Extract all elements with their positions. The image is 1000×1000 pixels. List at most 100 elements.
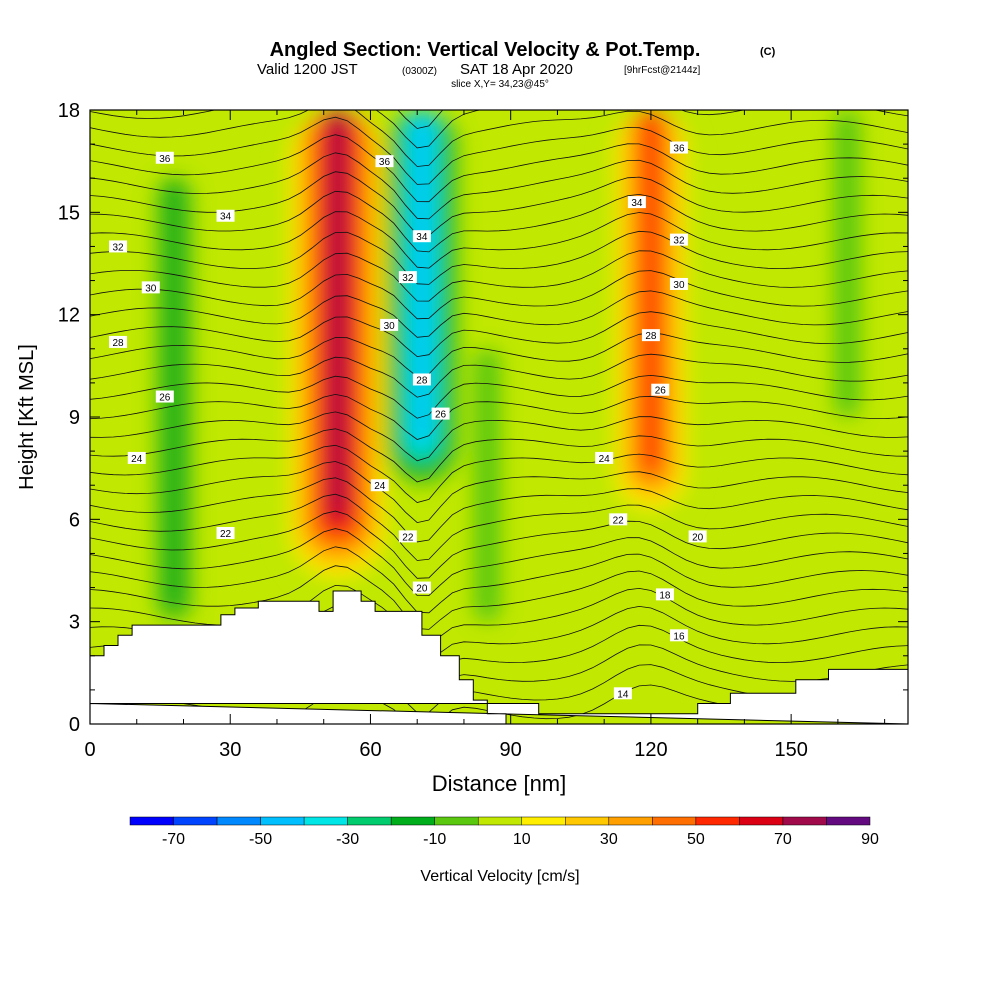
valid-time-d: [9hrFcst@2144z] — [624, 65, 701, 76]
isentrope-label-text: 34 — [416, 232, 428, 243]
colorbar-tick-label: 30 — [600, 831, 618, 848]
x-tick-label: 90 — [500, 739, 522, 761]
isentrope-lines — [90, 110, 908, 724]
isentrope-label-text: 26 — [655, 386, 667, 397]
isentrope-label-bg — [613, 687, 632, 700]
isentrope-line — [90, 270, 908, 320]
isentrope-label-text: 24 — [599, 454, 611, 465]
isentrope-label-bg — [375, 155, 394, 168]
isentrope-label: 36 — [669, 141, 688, 155]
y-tick-label: 0 — [69, 714, 80, 736]
colorbar-swatch — [521, 816, 566, 826]
x-tick-label: 120 — [634, 739, 667, 761]
velocity-band — [643, 110, 659, 470]
x-tick-label: 60 — [359, 739, 381, 761]
isentrope-line — [90, 332, 908, 378]
colorbar-swatch — [695, 816, 740, 826]
isentrope-label-text: 20 — [692, 532, 704, 543]
isentrope-line — [90, 444, 908, 503]
isentrope-label-bg — [412, 373, 431, 386]
colorbar-tick-label: -70 — [162, 831, 185, 848]
velocity-band — [330, 110, 345, 518]
isentrope-label: 18 — [655, 588, 674, 601]
colorbar-swatch — [739, 816, 784, 826]
colorbar-swatch — [347, 816, 392, 826]
chart-title-units: (C) — [760, 46, 776, 58]
colorbar-swatch — [260, 816, 305, 826]
isentrope-label: 14 — [613, 687, 632, 700]
isentrope-label: 20 — [688, 530, 707, 543]
isentrope-label-bg — [412, 581, 431, 594]
isentrope-label-bg — [641, 329, 660, 342]
isentrope-label-bg — [216, 209, 235, 222]
isentrope-line — [90, 461, 908, 524]
y-tick-label: 9 — [69, 407, 80, 429]
isentrope-label-text: 32 — [673, 236, 685, 247]
velocity-band — [834, 110, 861, 417]
velocity-field-layer — [155, 110, 861, 622]
colorbar-label: Vertical Velocity [cm/s] — [420, 868, 579, 885]
isentrope-line — [90, 110, 908, 167]
isentrope-label-bg — [370, 479, 389, 492]
terrain-mask — [90, 590, 908, 724]
isentrope-label-text: 18 — [659, 590, 671, 601]
isentrope-line — [90, 546, 908, 614]
isentrope-label-text: 32 — [112, 242, 124, 253]
x-tick-label: 150 — [774, 739, 807, 761]
isentrope-line — [90, 190, 908, 253]
isentrope-label-bg — [688, 530, 707, 543]
colorbar-swatch — [434, 816, 479, 826]
isentrope-label-text: 30 — [673, 280, 685, 291]
isentrope-label-text: 22 — [220, 529, 232, 540]
colorbar-tick-label: -50 — [249, 831, 272, 848]
plot-area: 36 36 36 34 34 34 32 32 32 30 30 30 28 28 28 26 26 26 24 24… — [90, 110, 908, 724]
colorbar-tick-label: 90 — [861, 831, 879, 848]
isentrope-label-bg — [669, 277, 688, 290]
isentrope-label-text: 34 — [631, 198, 643, 209]
isentrope-label-bg — [127, 451, 146, 464]
isentrope-label-bg — [398, 530, 417, 543]
isentrope-line — [90, 250, 908, 302]
isentrope-label-bg — [109, 240, 128, 253]
isentrope-label-bg — [669, 629, 688, 642]
colorbar: -70 -50 -30 -10 10 30 50 70 90 — [129, 816, 879, 848]
isentrope-label-text: 22 — [613, 515, 625, 526]
isentrope-label-bg — [216, 526, 235, 539]
isentrope-line — [90, 353, 908, 398]
isentrope-label: 32 — [669, 233, 688, 247]
isentrope-label-bg — [627, 196, 646, 209]
isentrope-line — [90, 311, 908, 358]
colorbar-swatch — [303, 816, 348, 826]
colorbar-tick-label: 10 — [513, 831, 531, 848]
isentrope-label-text: 34 — [220, 212, 232, 223]
isentrope-label: 20 — [412, 581, 431, 595]
isentrope-label-text: 14 — [617, 689, 629, 700]
isentrope-label-text: 32 — [402, 273, 414, 284]
isentrope-label-text: 24 — [131, 454, 143, 465]
y-axis-label: Height [Kft MSL] — [16, 344, 38, 490]
isentrope-label-text: 26 — [159, 393, 171, 404]
isentrope-line — [90, 290, 908, 338]
isentrope-label: 24 — [370, 479, 389, 492]
isentrope-label: 32 — [398, 271, 417, 284]
isentrope-label-text: 30 — [145, 283, 157, 294]
isentrope-line — [90, 565, 908, 630]
isentrope-label-bg — [669, 233, 688, 246]
colorbar-swatch — [826, 816, 871, 826]
velocity-band — [164, 178, 184, 612]
isentrope-label: 24 — [127, 451, 146, 465]
isentrope-label-bg — [595, 451, 614, 464]
isentrope-label: 22 — [216, 526, 235, 540]
colorbar-swatch — [390, 816, 435, 826]
isentrope-label: 34 — [627, 196, 646, 209]
isentrope-line — [90, 211, 908, 269]
isentrope-line — [90, 116, 908, 185]
isentrope-label: 30 — [669, 277, 688, 291]
colorbar-swatch — [652, 816, 697, 826]
isentrope-line — [90, 230, 908, 285]
colorbar-swatch — [608, 816, 653, 826]
isentrope-label-bg — [155, 151, 174, 164]
isentrope-label-text: 28 — [416, 375, 428, 386]
valid-time-a: Valid 1200 JST — [257, 61, 358, 78]
